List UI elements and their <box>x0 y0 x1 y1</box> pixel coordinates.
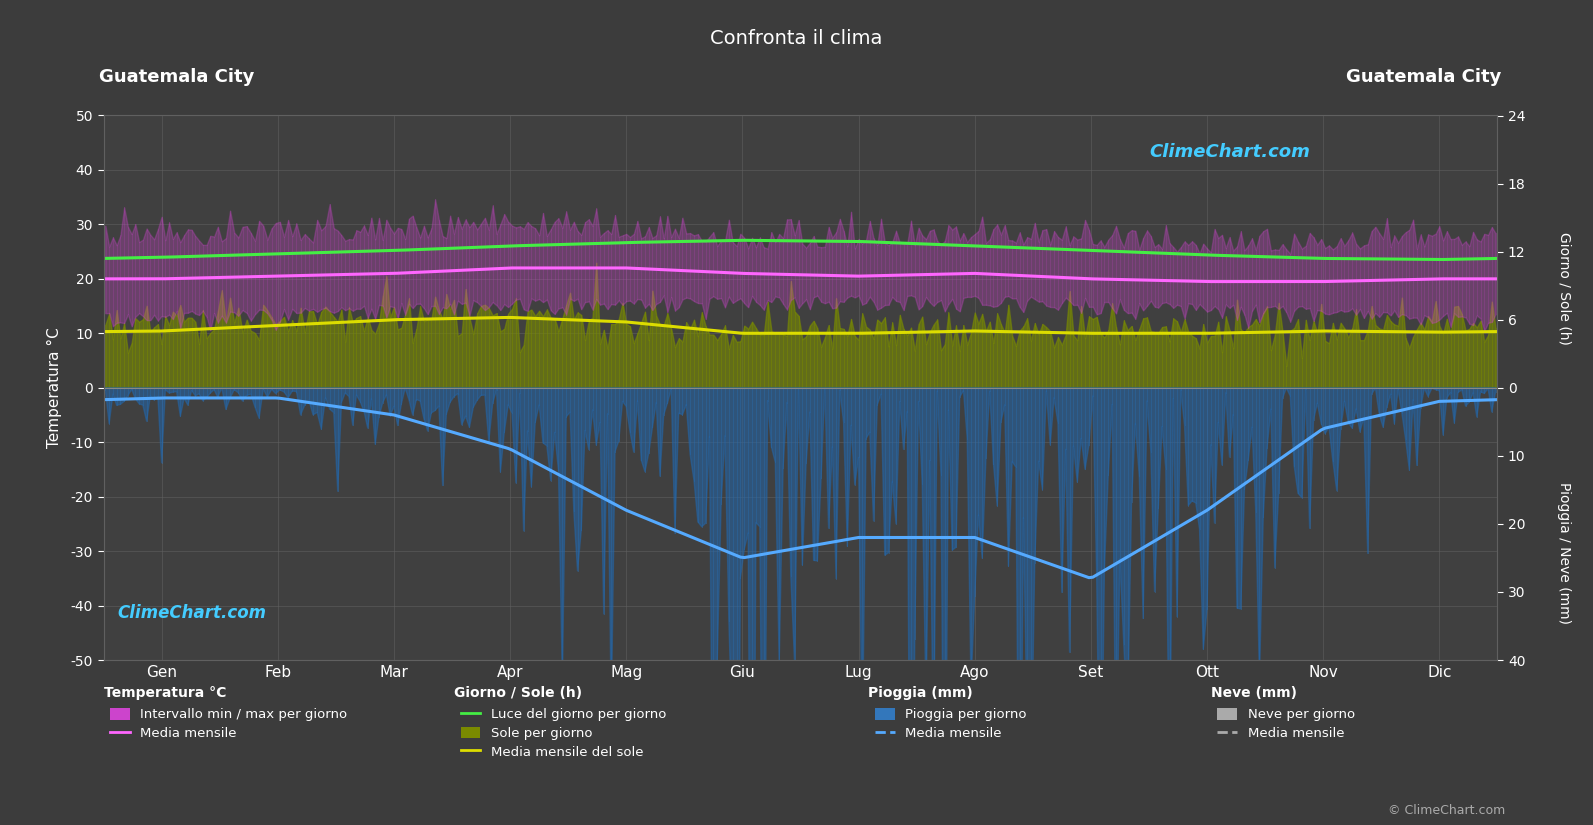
Text: © ClimeChart.com: © ClimeChart.com <box>1388 804 1505 817</box>
Legend: Luce del giorno per giorno, Sole per giorno, Media mensile del sole: Luce del giorno per giorno, Sole per gio… <box>460 708 666 759</box>
Legend: Intervallo min / max per giorno, Media mensile: Intervallo min / max per giorno, Media m… <box>110 708 347 740</box>
Text: Pioggia (mm): Pioggia (mm) <box>868 686 973 700</box>
Text: Giorno / Sole (h): Giorno / Sole (h) <box>454 686 581 700</box>
Text: Neve (mm): Neve (mm) <box>1211 686 1297 700</box>
Legend: Neve per giorno, Media mensile: Neve per giorno, Media mensile <box>1217 708 1354 740</box>
Text: ClimeChart.com: ClimeChart.com <box>118 604 266 622</box>
Y-axis label: Temperatura °C: Temperatura °C <box>48 328 62 448</box>
Text: Pioggia / Neve (mm): Pioggia / Neve (mm) <box>1558 482 1571 624</box>
Text: Confronta il clima: Confronta il clima <box>710 29 883 48</box>
Text: Temperatura °C: Temperatura °C <box>104 686 226 700</box>
Text: Guatemala City: Guatemala City <box>1346 68 1502 86</box>
Text: Guatemala City: Guatemala City <box>99 68 255 86</box>
Text: ClimeChart.com: ClimeChart.com <box>1149 143 1309 161</box>
Text: Giorno / Sole (h): Giorno / Sole (h) <box>1558 233 1571 345</box>
Legend: Pioggia per giorno, Media mensile: Pioggia per giorno, Media mensile <box>875 708 1026 740</box>
